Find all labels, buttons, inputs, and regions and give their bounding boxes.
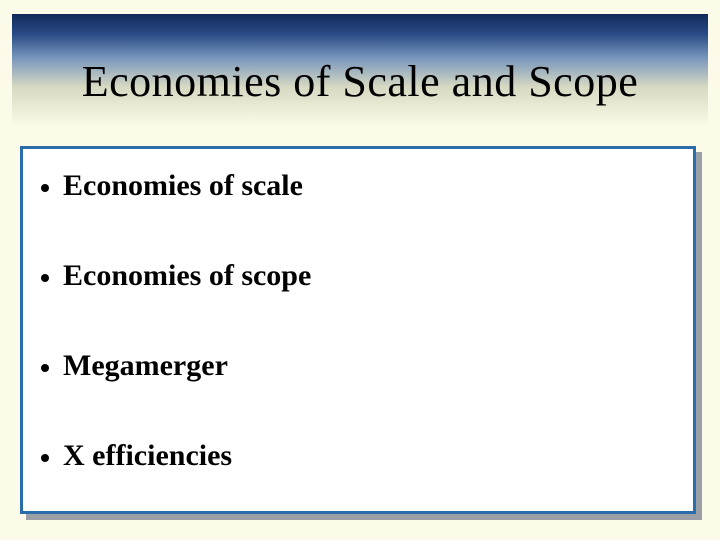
- slide-title: Economies of Scale and Scope: [82, 56, 639, 107]
- title-bar: Economies of Scale and Scope: [12, 14, 708, 126]
- list-item: Economies of scope: [41, 259, 675, 293]
- list-item: X efficiencies: [41, 439, 675, 473]
- list-item: Economies of scale: [41, 169, 675, 203]
- content-box: Economies of scale Economies of scope Me…: [20, 146, 696, 514]
- bullet-icon: [41, 274, 49, 282]
- bullet-icon: [41, 184, 49, 192]
- bullet-icon: [41, 364, 49, 372]
- list-item: Megamerger: [41, 349, 675, 383]
- bullet-text: Economies of scope: [63, 259, 311, 293]
- bullet-icon: [41, 454, 49, 462]
- bullet-text: Megamerger: [63, 349, 228, 383]
- bullet-text: Economies of scale: [63, 169, 303, 203]
- bullet-text: X efficiencies: [63, 439, 232, 473]
